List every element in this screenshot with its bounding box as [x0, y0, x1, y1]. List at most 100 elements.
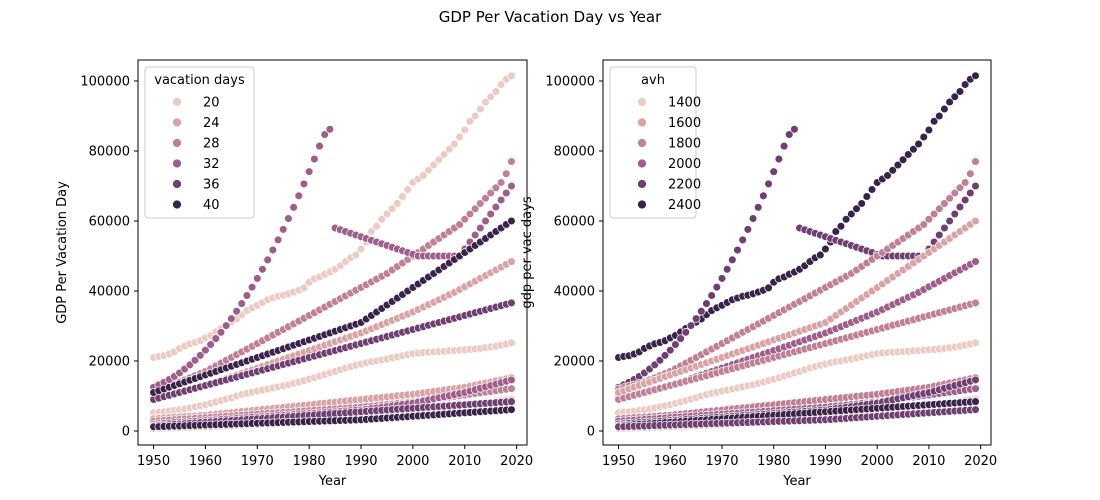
y-tick-label: 40000 [554, 285, 595, 300]
x-tick-label: 2000 [861, 454, 894, 469]
scatter-point [496, 195, 506, 205]
scatter-point [702, 299, 711, 308]
legend-marker [637, 199, 647, 210]
scatter-point [971, 257, 980, 266]
scatter-point [971, 405, 980, 414]
scatter-point [507, 384, 516, 393]
scatter-point [429, 160, 438, 170]
scatter-point [940, 223, 949, 233]
scatter-point [831, 227, 841, 236]
scatter-point [971, 338, 980, 348]
scatter-point [774, 154, 784, 164]
legend-marker [637, 179, 647, 189]
scatter-point [955, 202, 965, 212]
scatter-point [971, 157, 980, 166]
chart-panel-2: 1950 1960 1970 1980 1990 2000 2010 2020 0 20000 40… [520, 59, 997, 489]
legend-entry-label: 24 [203, 116, 220, 131]
scatter-point [764, 179, 773, 189]
scatter-point [971, 181, 980, 191]
scatter-point [502, 188, 511, 198]
scatter-point [470, 230, 480, 240]
scatter-point [470, 204, 480, 214]
scatter-point [676, 334, 685, 343]
scatter-point [486, 188, 495, 198]
scatter-points [149, 71, 516, 433]
legend-marker [172, 158, 182, 169]
scatter-point [258, 265, 267, 274]
scatter-point [971, 384, 980, 393]
x-tick-label: 1980 [293, 454, 326, 469]
scatter-point [403, 185, 412, 194]
scatter-point [960, 195, 970, 205]
x-tick-label: 2000 [396, 454, 429, 469]
scatter-point [465, 116, 475, 126]
scatter-point [507, 71, 516, 80]
scatter-point [717, 274, 727, 283]
scatter-point [686, 321, 696, 330]
scatter-point [821, 244, 830, 254]
scatter-point [320, 130, 329, 139]
scatter-point [227, 314, 236, 323]
scatter-point [836, 222, 846, 231]
scatter-point [247, 282, 257, 292]
x-axis-label: Year [318, 474, 347, 489]
scatter-point [476, 104, 485, 114]
y-tick-label: 80000 [89, 145, 130, 160]
scatter-point [496, 178, 506, 187]
scatter-point [940, 104, 949, 114]
scatter-point [960, 80, 970, 89]
legend-title: vacation days [154, 73, 245, 88]
scatter-point [273, 235, 283, 245]
scatter-point [211, 334, 221, 343]
scatter-point [753, 203, 763, 212]
scatter-point [507, 405, 516, 414]
scatter-point [945, 216, 954, 226]
scatter-point [351, 250, 361, 260]
scatter-point [242, 291, 252, 300]
y-tick-label: 20000 [554, 355, 595, 370]
scatter-point [496, 80, 506, 89]
legend-box [609, 66, 697, 219]
scatter-point [502, 169, 511, 179]
scatter-point [841, 215, 851, 224]
scatter-point [966, 169, 975, 179]
x-tick-label: 1950 [602, 454, 635, 469]
scatter-point [507, 338, 516, 348]
scatter-point [367, 227, 376, 236]
legend-marker [172, 117, 182, 128]
scatter-point [733, 245, 742, 255]
scatter-point [929, 209, 939, 219]
legend-entry-label: 1600 [668, 116, 701, 131]
scatter-point [728, 255, 737, 265]
scatter-point [491, 202, 501, 212]
x-tick-label: 1970 [705, 454, 738, 469]
scatter-point [439, 150, 449, 159]
scatter-point [712, 282, 722, 292]
x-tick-label: 1960 [189, 454, 222, 469]
legend-marker [172, 138, 182, 148]
scatter-point [387, 204, 397, 214]
scatter-point [190, 356, 200, 365]
legend-title: avh [641, 73, 665, 88]
scatter-point [455, 220, 464, 229]
legend-entry-label: 2000 [668, 157, 701, 172]
y-tick-label: 0 [587, 425, 595, 440]
scatter-point [816, 250, 825, 260]
scatter-point [971, 298, 980, 308]
scatter-point [748, 214, 758, 223]
scatter-point [216, 328, 226, 337]
scatter-point [857, 199, 866, 208]
scatter-point [299, 179, 309, 189]
y-tick-label: 20000 [89, 355, 130, 370]
scatter-point [278, 225, 288, 234]
scatter-point [924, 215, 934, 224]
axes-frame [137, 59, 528, 446]
scatter-point [299, 283, 309, 293]
scatter-point [325, 125, 335, 134]
legend-marker [637, 117, 647, 128]
legend-entry-label: 2200 [668, 178, 701, 193]
legend: vacation days 20 24 28 32 36 40 [144, 66, 255, 219]
scatter-point [486, 209, 495, 219]
scatter-point [476, 223, 485, 233]
